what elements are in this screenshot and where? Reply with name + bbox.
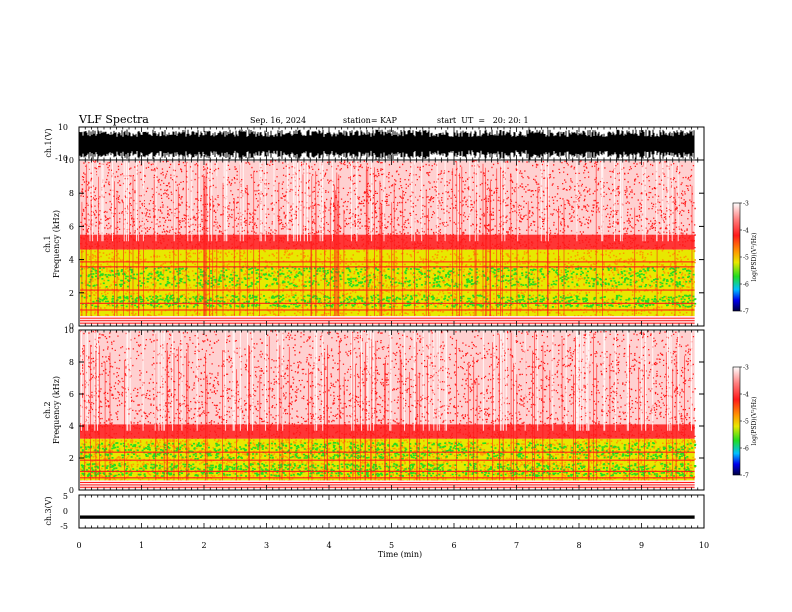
ch2-spectrogram-hline — [80, 477, 695, 479]
ch2-spectrogram-ytick-label: 2 — [69, 454, 74, 463]
time-tick-label: 9 — [639, 541, 644, 550]
ch1-spectrogram-white-streaks — [89, 161, 679, 242]
ch2-spectrogram-low-line — [80, 484, 695, 486]
ch2-spectrogram-low-line — [80, 482, 695, 483]
time-tick-label: 7 — [514, 541, 519, 550]
ch1-spectrogram-heatmap — [80, 160, 697, 325]
ch2-colorbar-tick-label: -3 — [743, 365, 749, 372]
ch1-spectrogram-low-line — [80, 317, 695, 319]
ch1-colorbar-bar — [732, 202, 741, 312]
ch1-waveform-trace — [79, 129, 695, 160]
station-label: station= KAP — [343, 116, 398, 125]
ch1-colorbar-tick-label: -6 — [743, 282, 749, 289]
ch2-spectrogram-ticks: 0 2 4 6 8 10 — [64, 326, 704, 495]
ch3-waveform-panel: 5 0 -5 ch.3(V) — [44, 492, 705, 531]
ch1-ytick-top: 10 — [58, 123, 68, 132]
ch3-waveform-trace — [80, 515, 695, 519]
ch2-spectrogram-ylabel-line2: Frequency (kHz) — [52, 376, 61, 444]
ch2-spectrogram-ytick-label: 0 — [69, 486, 74, 495]
time-tick-label: 8 — [576, 541, 581, 550]
ch1-colorbar: -3 -4 -5 -6 -7 log(PSD)(V²/Hz) — [732, 201, 758, 316]
ch3-waveform-line — [80, 515, 695, 519]
ch2-colorbar-tick-label: -7 — [743, 473, 749, 480]
ch3-ytick-middle: 0 — [63, 507, 68, 516]
ch2-spectrogram-panel: 0 2 4 6 8 10 ch.2 Frequency (kHz) — [43, 326, 705, 495]
ch1-spectrogram-hline — [80, 261, 695, 263]
ch1-waveform-line — [79, 129, 695, 160]
ch2-spectrogram-hline — [80, 451, 695, 453]
ch1-colorbar-tick-label: -3 — [743, 201, 749, 208]
ch1-spectrogram-ytick-label: 2 — [69, 289, 74, 298]
ch1-spectrogram-sferic-streaks — [81, 162, 693, 316]
ch2-colorbar-tick-label: -5 — [743, 419, 749, 426]
ch1-colorbar-tick-label: -5 — [743, 255, 749, 262]
ch3-ytick-bottom: -5 — [60, 522, 68, 531]
ch1-ytick-bottom: -10 — [55, 154, 68, 163]
time-axis-label: Time (min) — [378, 550, 422, 559]
ch1-colorbar-label: log(PSD)(V²/Hz) — [751, 233, 758, 282]
ch1-spectrogram-hline — [80, 309, 695, 311]
time-tick-label: 3 — [264, 541, 269, 550]
ch3-waveform-ylabel: ch.3(V) — [44, 496, 53, 525]
ch2-spectrogram-ytick-label: 8 — [69, 358, 74, 367]
ch1-spectrogram-ytick-label: 4 — [69, 256, 74, 265]
ch1-waveform-panel: 10 -10 ch.1(V) — [44, 123, 705, 163]
ch2-colorbar-tick-label: -6 — [743, 446, 749, 453]
ch3-ytick-top: 5 — [63, 492, 68, 501]
ch1-spectrogram-ylabel-line1: ch.1 — [43, 235, 52, 252]
time-tick-label: 5 — [389, 541, 394, 550]
ch2-colorbar-bar — [732, 366, 741, 476]
ch1-spectrogram-low-line — [80, 322, 695, 324]
ch2-colorbar-label: log(PSD)(V²/Hz) — [751, 397, 758, 446]
time-tick-label: 1 — [139, 541, 144, 550]
ch1-spectrogram-ytick-label: 6 — [69, 222, 74, 231]
ch2-spectrogram-hline — [80, 470, 695, 472]
ch2-spectrogram-ylabel-line1: ch.2 — [43, 401, 52, 418]
ch2-spectrogram-white-streaks — [81, 331, 692, 431]
time-tick-label: 10 — [699, 541, 709, 550]
figure-date: Sep. 16, 2024 — [250, 116, 306, 125]
ch2-colorbar-tick-label: -4 — [743, 392, 749, 399]
figure-title: VLF Spectra — [78, 113, 149, 126]
ch2-spectrogram-hline — [80, 459, 695, 461]
ch2-spectrogram-ytick-label: 4 — [69, 422, 74, 431]
ch2-colorbar: -3 -4 -5 -6 -7 log(PSD)(V²/Hz) — [732, 365, 758, 480]
ch1-spectrogram-ytick-label: 10 — [64, 156, 74, 165]
ch1-spectrogram-ytick-label: 0 — [69, 322, 74, 331]
ch1-waveform-ylabel: ch.1(V) — [44, 128, 53, 157]
ch1-spectrogram-ytick-label: 8 — [69, 189, 74, 198]
ch1-colorbar-tick-label: -4 — [743, 228, 749, 235]
ch1-spectrogram-low-line — [80, 320, 695, 322]
ch1-spectrogram-hline — [80, 302, 695, 304]
time-tick-label: 0 — [76, 541, 81, 550]
ch1-spectrogram-hline — [80, 266, 695, 268]
ch2-spectrogram-ytick-label: 6 — [69, 390, 74, 399]
time-axis: 0 1 2 3 4 5 6 7 8 9 10 — [76, 127, 709, 550]
ch2-spectrogram-ytick-label: 10 — [64, 326, 74, 335]
ch1-spectrogram-ticks: 0 2 4 6 8 10 — [64, 156, 704, 331]
ch2-spectrogram-low-line — [80, 486, 695, 488]
ch1-spectrogram-panel: 0 2 4 6 8 10 ch.1 Frequency (kHz) — [43, 156, 705, 331]
ch1-spectrogram-hline — [80, 289, 695, 291]
time-tick-label: 6 — [451, 541, 456, 550]
ch1-colorbar-tick-label: -7 — [743, 309, 749, 316]
time-tick-label: 4 — [326, 541, 331, 550]
ch2-spectrogram-heatmap — [80, 330, 697, 489]
ch2-spectrogram-orange-speckle — [80, 438, 696, 482]
ch1-spectrogram-ylabel-line2: Frequency (kHz) — [52, 210, 61, 278]
time-tick-label: 2 — [201, 541, 206, 550]
start-time-label: start UT = 20: 20: 1 — [437, 116, 529, 125]
